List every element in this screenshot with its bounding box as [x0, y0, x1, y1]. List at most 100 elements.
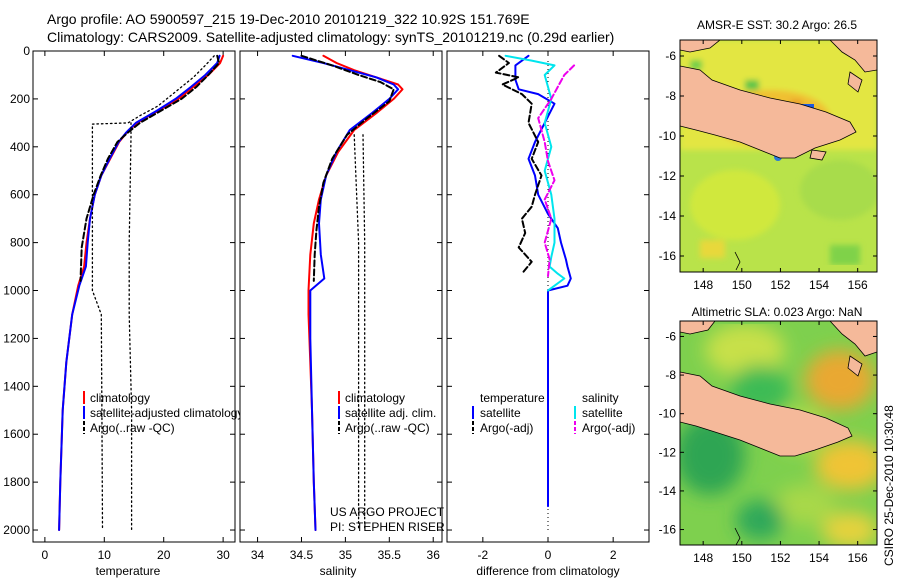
map-ytick-label: -8	[665, 89, 676, 103]
map-xtick-label: 150	[732, 278, 752, 292]
map-xtick-label: 156	[848, 551, 868, 565]
map-xtick-label: 150	[732, 551, 752, 565]
sst-map-frame	[679, 39, 878, 273]
difference-series-salinity-argo	[537, 64, 576, 278]
sla-map: Altimetric SLA: 0.023 Argo: NaN 148 150 15…	[659, 305, 878, 565]
salinity-panel: 34 34.5 35 35.5 36 salinity climatology sate…	[239, 50, 445, 578]
salinity-xtick-label: 34	[251, 548, 265, 562]
salinity-xtick-label: 36	[427, 548, 441, 562]
difference-ticks: -2 0 2	[447, 50, 649, 562]
temperature-legend-satellite: satellite-adjusted climatology	[90, 406, 243, 420]
temperature-xtick-label: 0	[42, 548, 49, 562]
map-ytick-label: -8	[665, 368, 676, 382]
difference-legend-sal-argo: Argo(-adj)	[582, 421, 635, 435]
difference-legend-temp-satellite: satellite	[480, 406, 521, 420]
salinity-series-argo	[300, 54, 395, 282]
temperature-panel: 0 10 20 30 0 200 400 600 800 1000 1200 1400 1600 1800…	[3, 44, 243, 578]
map-ytick-label: -12	[659, 445, 677, 459]
project-credit-line1: US ARGO PROJECT	[330, 505, 445, 519]
map-ytick-label: -12	[659, 169, 677, 183]
depth-tick-label: 1600	[3, 427, 30, 441]
map-ytick-label: -10	[659, 407, 677, 421]
depth-tick-label: 1000	[3, 284, 30, 298]
map-xtick-label: 152	[770, 551, 790, 565]
difference-legend-temperature-title: temperature	[480, 391, 545, 405]
difference-xtick-label: -2	[478, 548, 489, 562]
depth-tick-label: 0	[23, 44, 30, 58]
sla-map-field	[680, 321, 877, 545]
map-ytick-label: -6	[665, 329, 676, 343]
temperature-ticks: 0 10 20 30 0 200 400 600 800 1000 1200 1400 1600 1800…	[3, 44, 235, 562]
map-xtick-label: 152	[770, 278, 790, 292]
temperature-xtick-label: 20	[157, 548, 171, 562]
temperature-xtick-label: 10	[98, 548, 112, 562]
map-ytick-label: -10	[659, 129, 677, 143]
temperature-xlabel: temperature	[96, 564, 161, 578]
difference-legend-salinity-title: salinity	[582, 391, 619, 405]
depth-tick-label: 2000	[3, 523, 30, 537]
temperature-xtick-label: 30	[216, 548, 230, 562]
sst-map-ticks: 148 150 152 154 156 -6 -8 -10 -12 -14 -16	[659, 40, 877, 292]
temperature-legend-climatology: climatology	[90, 391, 150, 405]
map-xtick-label: 154	[809, 278, 829, 292]
figure-title-line1: Argo profile: AO 5900597_215 19-Dec-2010…	[47, 11, 530, 27]
difference-xtick-label: 0	[545, 548, 552, 562]
salinity-legend-argo: Argo(..raw -QC)	[345, 421, 430, 435]
salinity-legend-satellite: satellite adj. clim.	[345, 406, 436, 420]
sst-map-landmass	[680, 65, 857, 159]
sla-map-frame	[679, 320, 878, 546]
sst-map: AMSR-E SST: 30.2 Argo: 26.5	[659, 18, 878, 292]
salinity-series-raw	[353, 134, 360, 531]
sla-map-landmass	[680, 371, 853, 457]
difference-series-temperature-argo	[494, 54, 543, 275]
depth-tick-label: 200	[10, 92, 30, 106]
map-ytick-label: -16	[659, 523, 677, 537]
salinity-legend-climatology: climatology	[345, 391, 405, 405]
map-xtick-label: 148	[693, 278, 713, 292]
depth-tick-label: 1800	[3, 475, 30, 489]
map-xtick-label: 156	[848, 278, 868, 292]
map-xtick-label: 154	[809, 551, 829, 565]
difference-lines	[494, 54, 576, 532]
map-ytick-label: -14	[659, 484, 677, 498]
temperature-series-argo	[79, 54, 220, 282]
difference-series-temperature-satellite	[514, 54, 572, 508]
depth-tick-label: 400	[10, 140, 30, 154]
difference-legend-sal-satellite: satellite	[582, 406, 623, 420]
difference-xlabel: difference from climatology	[476, 564, 619, 578]
difference-series-salinity-satellite	[504, 54, 566, 292]
temperature-lines	[58, 54, 225, 531]
map-ytick-label: -6	[665, 49, 676, 63]
sst-map-field	[680, 40, 877, 272]
salinity-xtick-label: 34.5	[290, 548, 314, 562]
salinity-xlabel: salinity	[320, 564, 357, 578]
salinity-lines	[291, 54, 404, 531]
temperature-legend-argo: Argo(..raw -QC)	[90, 421, 175, 435]
figure-title-line2: Climatology: CARS2009. Satellite-adjuste…	[47, 29, 614, 45]
depth-tick-label: 1400	[3, 379, 30, 393]
salinity-xtick-label: 35	[339, 548, 353, 562]
temperature-series-raw-qc	[128, 122, 133, 531]
depth-tick-label: 600	[10, 188, 30, 202]
sla-map-ticks: 148 150 152 154 156 -6 -8 -10 -12 -14 -16	[659, 321, 877, 565]
difference-xtick-label: 2	[610, 548, 617, 562]
salinity-plot-frame	[239, 50, 443, 543]
salinity-legend: climatology satellite adj. clim. Argo(..…	[338, 391, 436, 435]
salinity-series-raw-qc	[362, 134, 366, 531]
difference-panel: -2 0 2 difference from climatology tempera…	[446, 50, 650, 578]
sst-map-title: AMSR-E SST: 30.2 Argo: 26.5	[697, 18, 857, 32]
difference-legend-temp-argo: Argo(-adj)	[480, 421, 533, 435]
salinity-xtick-label: 35.5	[378, 548, 402, 562]
depth-tick-label: 800	[10, 236, 30, 250]
project-credit-line2: PI: STEPHEN RISER	[330, 520, 445, 534]
csiro-credit: CSIRO 25-Dec-2010 10:30:48	[882, 405, 896, 566]
depth-tick-label: 1200	[3, 331, 30, 345]
map-ytick-label: -14	[659, 209, 677, 223]
temperature-plot-frame	[32, 50, 236, 543]
temperature-series-raw	[91, 55, 215, 531]
sla-map-title: Altimetric SLA: 0.023 Argo: NaN	[692, 305, 863, 319]
salinity-ticks: 34 34.5 35 35.5 36	[240, 50, 442, 562]
difference-legend: temperature satellite Argo(-adj) salinit…	[472, 391, 635, 435]
map-xtick-label: 148	[693, 551, 713, 565]
